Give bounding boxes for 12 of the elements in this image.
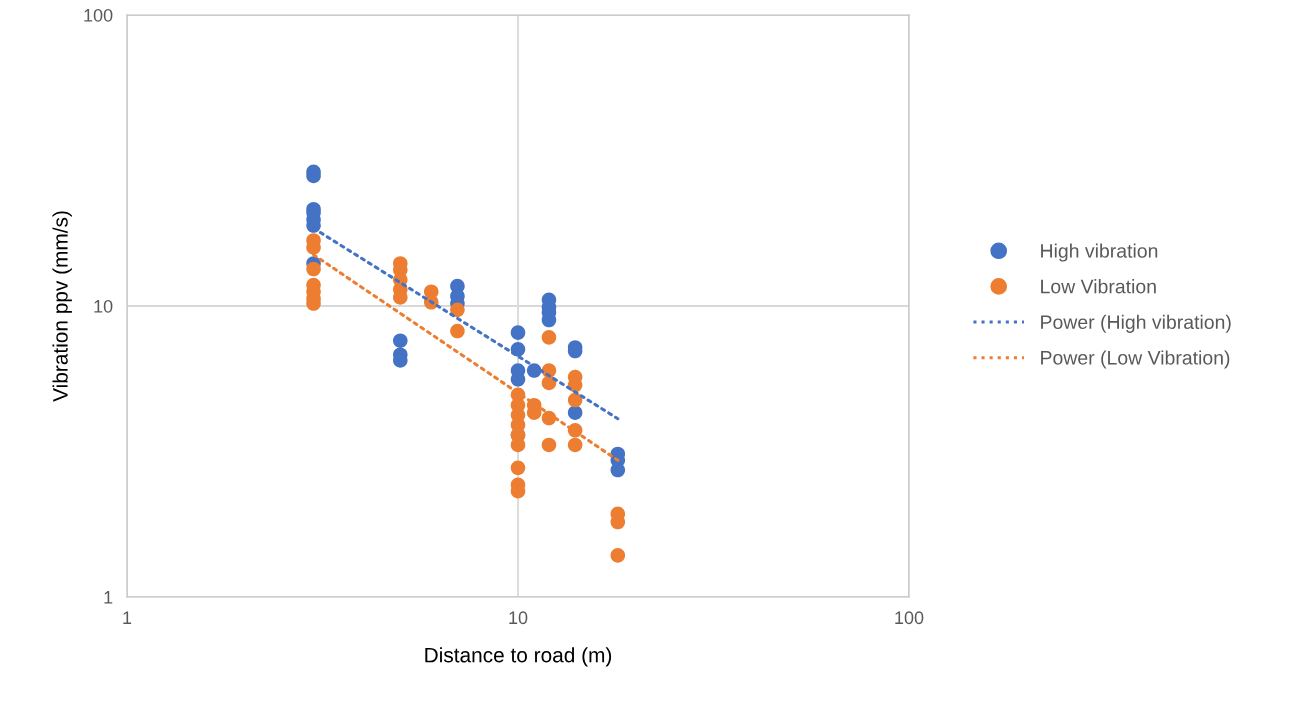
y-axis-title: Vibration ppv (mm/s)	[52, 211, 72, 402]
legend-label: Low Vibration	[1041, 279, 1156, 294]
y-tick-label: 1	[104, 591, 113, 604]
x-tick-label: 100	[895, 611, 924, 625]
x-tick-label: 10	[509, 611, 528, 625]
legend-label: High vibration	[1041, 243, 1158, 262]
legend-label: Power (Low Vibration)	[1041, 350, 1230, 369]
y-tick-label: 100	[84, 8, 113, 22]
y-tick-label: 10	[94, 299, 113, 313]
legend-label: Power (High vibration)	[1041, 314, 1231, 333]
x-axis-title: Distance to road (m)	[425, 647, 612, 667]
x-tick-label: 1	[123, 611, 132, 624]
